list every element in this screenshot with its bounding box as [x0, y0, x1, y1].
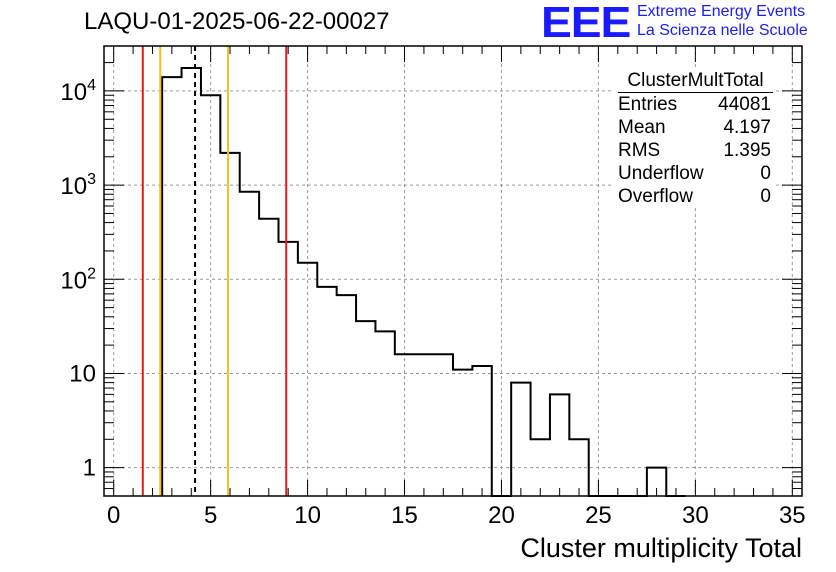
y-tick-label: 104: [60, 77, 96, 106]
x-tick-label: 15: [391, 502, 418, 529]
stats-row: Entries 44081: [612, 93, 775, 116]
y-tick-label: 1: [83, 455, 96, 482]
logo-caption-line1: Extreme Energy Events: [637, 3, 806, 20]
stats-title: ClusterMultTotal: [618, 70, 773, 93]
stats-label: Underflow: [618, 163, 704, 184]
x-axis-label: Cluster multiplicity Total: [520, 533, 802, 563]
x-tick-label: 10: [294, 502, 321, 529]
x-tick-label: 0: [107, 502, 120, 529]
stats-value: 1.395: [723, 140, 771, 161]
stats-row: Mean 4.197: [612, 116, 775, 139]
x-tick-label: 5: [204, 502, 217, 529]
stats-label: Entries: [618, 94, 678, 115]
stats-value: 0: [760, 186, 771, 207]
stats-row: RMS 1.395: [612, 139, 775, 162]
y-tick-label: 102: [60, 265, 96, 294]
logo-caption-line2: La Scienza nelle Scuole: [637, 22, 808, 39]
y-tick-label: 103: [60, 171, 96, 200]
stats-box: ClusterMultTotal Entries 44081 Mean 4.197 …: [612, 70, 775, 208]
y-tick-label: 10: [69, 360, 96, 387]
x-tick-label: 30: [682, 502, 709, 529]
eee-logo: EEE: [541, 0, 631, 47]
plot-frame: [103, 45, 803, 497]
stats-row: Overflow 0: [612, 185, 775, 208]
stats-label: Overflow: [618, 186, 693, 207]
stats-row: Underflow 0: [612, 162, 775, 185]
chart-title: LAQU-01-2025-06-22-00027: [84, 8, 390, 35]
x-tick-label: 20: [488, 502, 515, 529]
stats-label: Mean: [618, 117, 666, 138]
stats-value: 0: [760, 163, 771, 184]
x-tick-label: 35: [779, 502, 806, 529]
x-tick-label: 25: [585, 502, 612, 529]
stats-value: 44081: [718, 94, 771, 115]
stats-value: 4.197: [723, 117, 771, 138]
histogram-line: [161, 67, 686, 497]
stats-label: RMS: [618, 140, 661, 161]
